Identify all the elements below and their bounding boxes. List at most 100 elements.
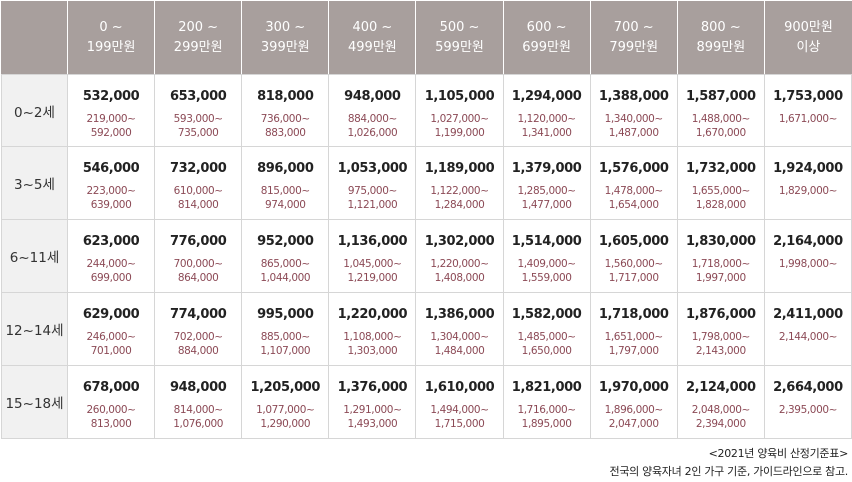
- average-amount: 1,876,000: [686, 307, 756, 322]
- col-header-line1: 600 ~: [526, 19, 567, 35]
- range-from: 1,291,000~: [343, 404, 402, 416]
- range-from: 1,285,000~: [517, 185, 576, 197]
- range-from: 2,395,000~: [778, 404, 838, 416]
- range-from: 1,560,000~: [604, 258, 664, 270]
- range-from: 223,000~: [86, 185, 136, 197]
- amount-range: 1,651,000~ 1,797,000: [591, 330, 677, 358]
- amount-cell: 1,294,000 1,120,000~ 1,341,000: [503, 74, 591, 147]
- average-amount: 629,000: [82, 307, 140, 322]
- range-to: 814,000: [177, 199, 219, 211]
- col-header-line2: 299만원: [173, 39, 223, 55]
- range-from: 1,829,000~: [778, 185, 838, 197]
- amount-cell: 1,220,000 1,108,000~ 1,303,000: [329, 293, 417, 366]
- range-from: 975,000~: [347, 185, 397, 197]
- amount-cell: 1,970,000 1,896,000~ 2,047,000: [590, 366, 678, 439]
- range-from: 610,000~: [173, 185, 223, 197]
- range-from: 1,488,000~: [691, 113, 751, 125]
- col-header-line2: 599만원: [435, 39, 484, 55]
- corner-cell: [1, 1, 68, 74]
- amount-range: 219,000~ 592,000: [68, 112, 154, 140]
- amount-range: 260,000~ 813,000: [68, 403, 154, 431]
- amount-cell: 1,605,000 1,560,000~ 1,717,000: [590, 220, 678, 293]
- col-header-line2: 199만원: [86, 39, 136, 55]
- amount-cell: 1,582,000 1,485,000~ 1,650,000: [503, 293, 591, 366]
- range-to: 701,000: [90, 345, 132, 357]
- average-amount: 546,000: [82, 161, 140, 176]
- range-from: 2,048,000~: [691, 404, 751, 416]
- range-from: 1,077,000~: [256, 404, 315, 416]
- range-from: 1,494,000~: [430, 404, 489, 416]
- amount-cell: 896,000 815,000~ 974,000: [242, 147, 330, 220]
- amount-range: 1,896,000~ 2,047,000: [591, 403, 677, 431]
- range-to: 735,000: [177, 127, 219, 139]
- average-amount: 1,924,000: [773, 161, 843, 176]
- range-to: 1,076,000: [173, 418, 224, 430]
- table-row: 12~14세 629,000 246,000~ 701,000 774,000 702,0…: [1, 293, 852, 366]
- child-support-table: 0 ~ 199만원 200 ~ 299만원 300 ~ 399만원 400 ~ 499만…: [1, 1, 852, 439]
- amount-range: 1,304,000~ 1,484,000: [416, 330, 502, 358]
- amount-range: 246,000~ 701,000: [68, 330, 154, 358]
- range-to: 1,484,000: [434, 345, 485, 357]
- amount-cell: 2,664,000 2,395,000~: [764, 366, 852, 439]
- amount-range: 885,000~ 1,107,000: [242, 330, 328, 358]
- range-from: 1,220,000~: [430, 258, 489, 270]
- range-to: 1,670,000: [695, 127, 746, 139]
- amount-cell: 1,830,000 1,718,000~ 1,997,000: [677, 220, 765, 293]
- average-amount: 952,000: [257, 234, 314, 249]
- amount-cell: 1,205,000 1,077,000~ 1,290,000: [242, 366, 330, 439]
- amount-cell: 1,514,000 1,409,000~ 1,559,000: [503, 220, 591, 293]
- range-to: 2,143,000: [695, 345, 746, 357]
- col-header-line2: 699만원: [522, 39, 571, 55]
- range-to: 974,000: [264, 199, 306, 211]
- range-from: 1,478,000~: [604, 185, 664, 197]
- range-to: 1,199,000: [434, 127, 485, 139]
- range-to: 1,487,000: [608, 127, 659, 139]
- average-amount: 1,136,000: [337, 234, 408, 249]
- amount-cell: 1,821,000 1,716,000~ 1,895,000: [503, 366, 591, 439]
- average-amount: 1,105,000: [424, 89, 495, 104]
- range-from: 1,896,000~: [604, 404, 664, 416]
- footnote-title: <2021년 양육비 산정기준표>: [708, 447, 849, 460]
- range-to: 1,026,000: [347, 127, 398, 139]
- amount-cell: 1,876,000 1,798,000~ 2,143,000: [677, 293, 765, 366]
- average-amount: 1,514,000: [511, 234, 582, 249]
- average-amount: 776,000: [169, 234, 227, 249]
- average-amount: 1,294,000: [511, 89, 582, 104]
- range-to: 592,000: [90, 127, 132, 139]
- average-amount: 948,000: [169, 380, 227, 395]
- range-to: 1,717,000: [608, 272, 659, 284]
- col-header-line1: 500 ~: [439, 19, 480, 35]
- range-to: 1,290,000: [260, 418, 311, 430]
- amount-cell: 623,000 244,000~ 699,000: [68, 220, 156, 293]
- range-from: 1,485,000~: [517, 331, 576, 343]
- range-from: 1,045,000~: [343, 258, 402, 270]
- average-amount: 995,000: [257, 307, 314, 322]
- amount-range: 1,798,000~ 2,143,000: [678, 330, 764, 358]
- range-from: 865,000~: [260, 258, 310, 270]
- amount-range: 700,000~ 864,000: [155, 257, 241, 285]
- amount-cell: 818,000 736,000~ 883,000: [242, 74, 330, 147]
- amount-cell: 1,587,000 1,488,000~ 1,670,000: [677, 74, 765, 147]
- average-amount: 2,164,000: [773, 234, 843, 249]
- amount-cell: 1,105,000 1,027,000~ 1,199,000: [416, 74, 504, 147]
- amount-range: 1,027,000~ 1,199,000: [416, 112, 502, 140]
- amount-cell: 1,718,000 1,651,000~ 1,797,000: [590, 293, 678, 366]
- col-header-5: 600 ~ 699만원: [503, 1, 591, 74]
- range-to: 1,715,000: [434, 418, 485, 430]
- range-from: 1,304,000~: [430, 331, 489, 343]
- row-header-age: 3~5세: [1, 147, 68, 220]
- average-amount: 2,124,000: [686, 380, 756, 395]
- table-body: 0~2세 532,000 219,000~ 592,000 653,000 593,000…: [1, 74, 852, 439]
- range-to: 2,047,000: [608, 418, 659, 430]
- col-header-line2: 399만원: [260, 39, 310, 55]
- range-to: 639,000: [90, 199, 132, 211]
- average-amount: 1,386,000: [424, 307, 495, 322]
- amount-cell: 629,000 246,000~ 701,000: [68, 293, 156, 366]
- col-header-line1: 300 ~: [265, 19, 306, 35]
- amount-cell: 995,000 885,000~ 1,107,000: [242, 293, 330, 366]
- average-amount: 2,411,000: [773, 307, 843, 322]
- amount-cell: 1,610,000 1,494,000~ 1,715,000: [416, 366, 504, 439]
- range-to: 1,284,000: [434, 199, 485, 211]
- range-from: 1,998,000~: [778, 258, 838, 270]
- range-from: 814,000~: [173, 404, 223, 416]
